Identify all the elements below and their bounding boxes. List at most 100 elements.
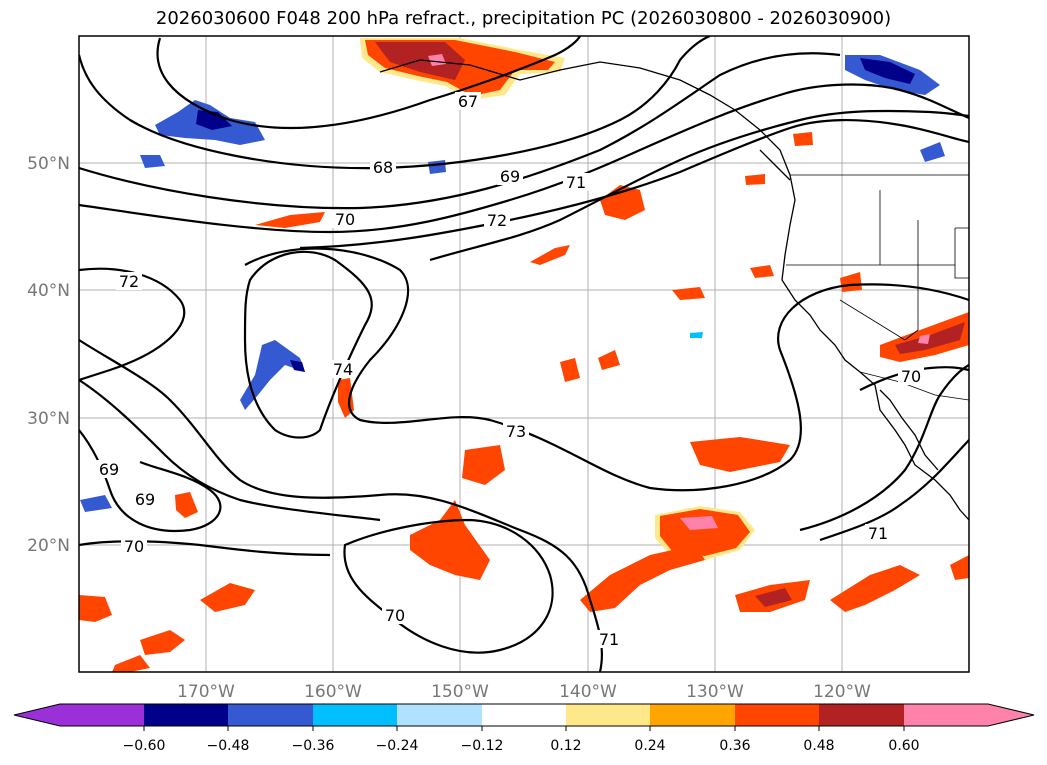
colorbar-bin-8 [650, 704, 735, 726]
precip-area-51n-123w [793, 132, 813, 146]
contour-71-north [429, 109, 969, 262]
precip-area-11n-170w [112, 655, 150, 672]
precip-area-40n-117w [840, 272, 862, 292]
precip-area-40n-131w [672, 287, 705, 300]
precip-neg-area-22n-178w [80, 495, 112, 512]
map-border [78, 35, 970, 673]
colorbar-tick-label: −0.36 [292, 738, 335, 754]
contour-label-68: 68 [373, 158, 393, 177]
colorbar-bin-10 [819, 704, 904, 726]
contour-72-east [819, 439, 969, 542]
colorbar-tick-label: −0.48 [207, 738, 250, 754]
lon-label-160w: 160°W [304, 682, 362, 702]
contour-72-west [79, 267, 186, 382]
contour-label-71-north: 71 [566, 173, 586, 192]
coastline-baja [879, 389, 939, 471]
colorbar-tick-label: 0.12 [550, 738, 581, 754]
map-title: 2026030600 F048 200 hPa refract., precip… [155, 8, 892, 29]
colorbar-tick-label: −0.12 [461, 738, 504, 754]
coastline-west-coast [781, 174, 969, 521]
contour-70-north [79, 83, 969, 234]
precip-area-gulf-alaska-heavy [375, 42, 465, 80]
precip-area-17n-117w [830, 565, 920, 612]
border-state-2 [839, 220, 919, 341]
colorbar-tick-label: 0.36 [719, 738, 750, 754]
contour-label-72-north: 72 [487, 211, 507, 230]
contour-label-67: 67 [458, 92, 478, 111]
contour-lines [79, 36, 969, 672]
lat-label-20n: 20°N [27, 536, 70, 556]
precip-area-47n-127w [745, 174, 765, 185]
contour-71-south [79, 339, 604, 672]
contour-label-69-west: 69 [99, 460, 119, 479]
contour-label-72-west: 72 [119, 272, 139, 291]
contour-label-70-loop: 70 [385, 606, 405, 625]
precip-area-33n-137w [560, 358, 580, 382]
colorbar-bin-1 [60, 704, 144, 726]
precip-area-16n-125w-core [755, 588, 792, 607]
lon-label-170w: 170°W [177, 682, 235, 702]
colorbar-bin-4 [313, 704, 397, 726]
lat-label-50n: 50°N [27, 154, 70, 174]
contour-label-70-east: 70 [901, 367, 921, 386]
precip-area-34n-134w [598, 350, 620, 370]
precip-neg-area-50n-153w [428, 160, 446, 174]
precip-neg-area-51n-113w [920, 142, 945, 162]
precip-area-42n-139w [530, 245, 570, 265]
colorbar-bin-6 [482, 704, 566, 726]
precip-area-18n-111w [950, 555, 969, 580]
precip-area-45n-145w [255, 212, 325, 228]
colorbar-bin-9 [735, 704, 819, 726]
precip-area-27n-148w [462, 445, 505, 485]
colorbar-tick-label: 0.48 [803, 738, 834, 754]
precip-area-27n-133w [690, 437, 790, 472]
contour-label-70-north: 70 [335, 210, 355, 229]
contour-70-south [79, 379, 381, 557]
precip-area-gulf-alaska-max [428, 54, 446, 66]
contour-73 [244, 247, 969, 492]
lat-label-40n: 40°N [27, 281, 70, 301]
precip-area-22n-150w [410, 500, 490, 580]
precip-area-25n-171w [175, 492, 198, 518]
contour-71-east [799, 364, 969, 532]
precip-positive-areas [79, 38, 969, 672]
longitude-labels: 170°W 160°W 150°W 140°W 130°W 120°W [177, 682, 871, 702]
colorbar-extend-min [14, 704, 60, 726]
precip-neg-area-56n-115w-core [860, 58, 915, 84]
contour-label-73: 73 [506, 422, 526, 441]
contour-70-east [859, 366, 969, 391]
colorbar-ticks [143, 726, 905, 731]
precip-area-12n-164w [140, 630, 185, 655]
coastline-bc-islands [759, 149, 791, 181]
border-us-mexico [859, 371, 969, 401]
colorbar-tick-label: 0.24 [634, 738, 665, 754]
contour-label-71-south: 71 [599, 630, 619, 649]
precip-area-socal-heavy [895, 322, 965, 354]
contour-68 [79, 36, 711, 170]
contour-label-74: 74 [333, 360, 353, 379]
contour-labels: 67 68 69 71 70 72 72 74 73 69 69 70 70 [96, 92, 924, 649]
contour-label-69-south: 69 [135, 490, 155, 509]
contour-67 [156, 36, 581, 130]
contour-label-71-east: 71 [868, 524, 888, 543]
precip-neg-area-34n-165w-core [290, 360, 305, 372]
precip-neg-area-34n-165w [240, 340, 305, 410]
colorbar-bin-11 [904, 704, 988, 726]
contour-label-70-south: 70 [124, 537, 144, 556]
lon-label-120w: 120°W [813, 682, 871, 702]
colorbar-tick-label: −0.24 [376, 738, 419, 754]
precip-area-20n-130w-max [680, 516, 718, 530]
colorbar-bin-7 [566, 704, 650, 726]
contour-74 [243, 250, 373, 439]
contour-72 [299, 118, 969, 250]
lon-label-130w: 130°W [686, 682, 744, 702]
gridlines [79, 36, 969, 672]
precip-negative-areas [80, 55, 945, 512]
colorbar-bin-5 [397, 704, 482, 726]
lat-label-30n: 30°N [27, 409, 70, 429]
precip-area-17n-138w [580, 545, 705, 612]
precip-neg-area-53n-168w-core [196, 110, 232, 130]
colorbar-bin-2 [144, 704, 228, 726]
colorbar-extend-max [988, 704, 1034, 726]
